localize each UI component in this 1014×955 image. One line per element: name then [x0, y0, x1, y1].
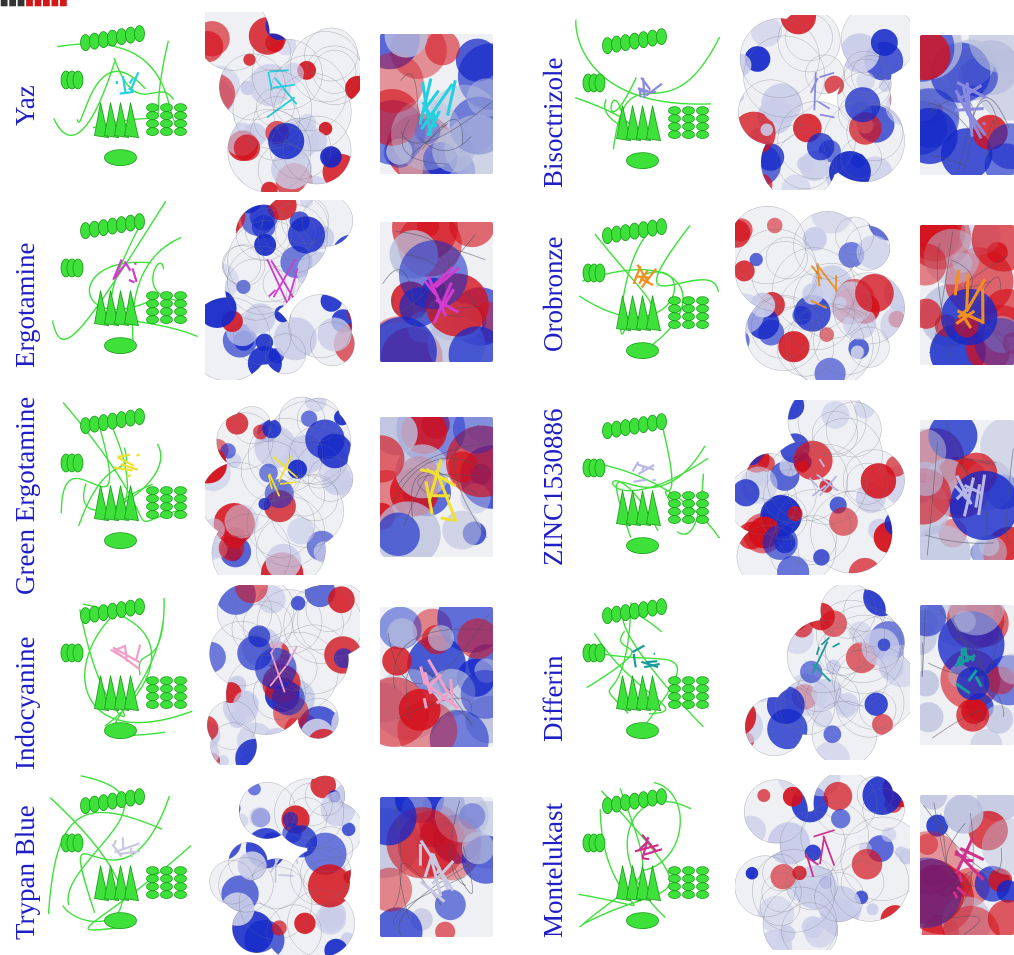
- row-label-right-2: Orobronze: [540, 237, 567, 352]
- row-label-right-3: ZINC1530886: [540, 409, 567, 567]
- right-cartoon-1: [570, 15, 720, 185]
- right-surface-1: [735, 15, 910, 190]
- top-caption-fragment: ■■■■■■■■: [0, 0, 300, 10]
- row-label-right-5: Montelukast: [540, 803, 567, 938]
- left-surface-1: [205, 12, 360, 192]
- left-surface-5: [205, 775, 360, 955]
- left-surface-3: [205, 395, 360, 575]
- left-zoom-5: [380, 797, 493, 937]
- left-cartoon-2: [48, 200, 198, 370]
- left-zoom-1: [380, 34, 493, 174]
- row-label-left-5: Trypan Blue: [12, 805, 39, 940]
- right-cartoon-4: [570, 585, 720, 755]
- left-zoom-2: [380, 222, 493, 362]
- right-zoom-2: [920, 225, 1014, 365]
- left-cartoon-1: [48, 12, 198, 182]
- row-label-right-1: Bisoctrizole: [540, 58, 567, 188]
- right-surface-5: [735, 775, 910, 950]
- right-surface-3: [735, 400, 910, 575]
- left-cartoon-3: [48, 395, 198, 565]
- left-surface-4: [205, 585, 360, 765]
- right-cartoon-5: [570, 775, 720, 945]
- right-cartoon-2: [570, 205, 720, 375]
- left-zoom-4: [380, 607, 493, 747]
- left-zoom-3: [380, 417, 493, 557]
- right-zoom-5: [920, 795, 1014, 935]
- right-cartoon-3: [570, 400, 720, 570]
- row-label-right-4: Differin: [540, 656, 567, 742]
- row-label-left-4: Indocyanine: [12, 637, 39, 770]
- left-cartoon-4: [48, 585, 198, 755]
- right-surface-2: [735, 205, 910, 380]
- right-zoom-4: [920, 605, 1014, 745]
- row-label-left-1: Yaz: [12, 85, 39, 126]
- left-surface-2: [205, 200, 360, 380]
- right-surface-4: [735, 585, 910, 760]
- row-label-left-2: Ergotamine: [12, 243, 39, 368]
- left-cartoon-5: [48, 775, 198, 945]
- right-zoom-3: [920, 420, 1014, 560]
- right-zoom-1: [920, 35, 1014, 175]
- row-label-left-3: Green Ergotamine: [12, 397, 39, 595]
